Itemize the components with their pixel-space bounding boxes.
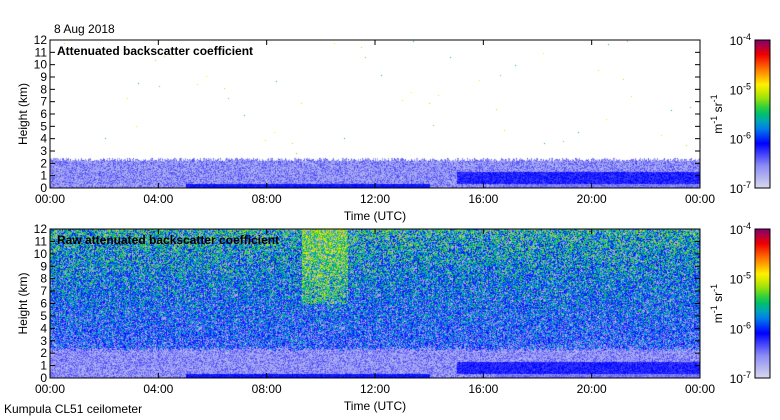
x-tick-label: 08:00 [252,382,282,396]
y-axis-label: Height (km) [16,83,30,145]
x-tick-label: 12:00 [360,382,390,396]
x-tick-label: 00:00 [35,382,65,396]
footer-label: Kumpula CL51 ceilometer [4,402,143,416]
y-tick-label: 4 [40,132,47,146]
plot-frame [49,228,701,379]
x-tick-label: 12:00 [360,192,390,206]
colorbar [754,228,771,379]
x-tick-label: 00:00 [685,192,715,206]
x-tick-label: 00:00 [685,382,715,396]
x-axis-label: Time (UTC) [344,399,406,413]
y-tick-label: 3 [40,144,47,158]
y-tick-label: 8 [40,272,47,286]
y-tick-label: 4 [40,321,47,335]
y-tick-label: 3 [40,334,47,348]
y-tick-label: 9 [40,70,47,84]
colorbar-tick-label: 10-7 [730,370,751,386]
heatmap-image [50,40,700,188]
x-tick-label: 16:00 [468,382,498,396]
y-tick-label: 2 [40,156,47,170]
colorbar-label: m-1 sr-1 [709,284,725,323]
x-tick-label: 20:00 [577,382,607,396]
y-tick-label: 10 [34,58,48,72]
colorbar-tick-label: 10-7 [730,180,751,196]
x-tick-label: 16:00 [468,192,498,206]
y-tick-label: 0 [40,181,47,195]
x-tick-label: 00:00 [35,192,65,206]
panel-title: Attenuated backscatter coefficient [57,44,253,58]
y-tick-label: 7 [40,95,47,109]
y-tick-label: 6 [40,297,47,311]
colorbar-tick-label: 10-6 [730,131,751,147]
x-tick-label: 04:00 [143,192,173,206]
y-tick-label: 12 [34,222,48,236]
y-tick-label: 11 [35,45,48,59]
date-label: 8 Aug 2018 [54,22,115,36]
panel-title: Raw attenuated backscatter coefficient [57,233,279,247]
colorbar-tick-label: 10-5 [730,271,751,287]
colorbar-tick-label: 10-5 [730,81,751,97]
x-tick-label: 08:00 [252,192,282,206]
colorbar-tick-label: 10-6 [730,320,751,336]
y-tick-label: 9 [40,259,47,273]
colorbar-tick-label: 10-4 [730,221,751,237]
y-tick-label: 1 [40,359,47,373]
y-tick-label: 10 [34,247,48,261]
y-tick-label: 5 [40,309,47,323]
y-tick-label: 11 [35,234,48,248]
y-tick-label: 5 [40,119,47,133]
y-axis-label: Height (km) [16,272,30,334]
heatmap-image [50,229,700,378]
y-tick-label: 2 [40,346,47,360]
y-tick-label: 12 [34,33,48,47]
colorbar-tick-label: 10-4 [730,32,751,48]
y-tick-label: 0 [40,371,47,385]
x-tick-label: 20:00 [577,192,607,206]
colorbar [754,39,771,189]
colorbar-label: m-1 sr-1 [709,94,725,133]
x-tick-label: 04:00 [143,382,173,396]
y-tick-label: 6 [40,107,47,121]
y-tick-label: 8 [40,82,47,96]
y-tick-label: 7 [40,284,47,298]
x-axis-label: Time (UTC) [344,209,406,223]
y-tick-label: 1 [40,169,47,183]
